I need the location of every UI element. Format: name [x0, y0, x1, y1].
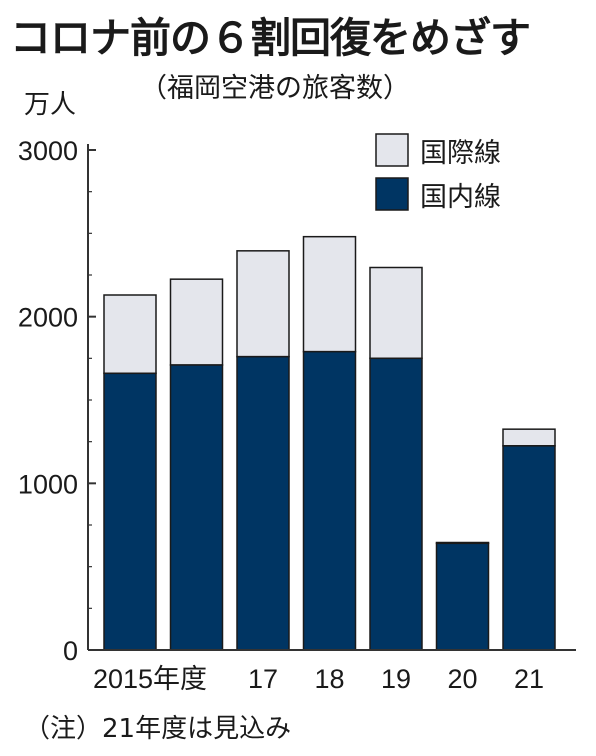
bar-domestic-1 [169, 364, 224, 651]
bar-international-1 [169, 278, 224, 366]
bar-domestic-4 [369, 357, 423, 651]
y-tick-label-0: 0 [63, 636, 78, 666]
x-tick-label-6: 21 [514, 664, 544, 694]
x-tick-label-5: 20 [447, 664, 477, 694]
x-tick-label-2: 17 [248, 664, 278, 694]
y-axis-unit: 万人 [24, 90, 77, 120]
chart-title: コロナ前の６割回復をめざす [10, 14, 531, 62]
legend-swatch-0 [375, 133, 409, 167]
bar-international-4 [369, 266, 423, 360]
bar-domestic-3 [302, 350, 357, 651]
bar-domestic-6 [502, 445, 556, 651]
legend-label-1: 国内線 [420, 182, 501, 213]
bar-international-3 [302, 235, 357, 353]
bar-domestic-0 [103, 372, 157, 651]
y-tick-label-2: 2000 [18, 303, 78, 333]
legend-label-0: 国際線 [420, 138, 501, 169]
x-tick-label-3: 18 [314, 664, 344, 694]
footnote: （注）21年度は見込み [24, 714, 292, 744]
x-tick-label-4: 19 [381, 664, 411, 694]
y-tick-label-3: 3000 [18, 136, 78, 166]
legend-swatch-1 [375, 177, 409, 211]
bar-international-0 [103, 294, 157, 375]
bar-domestic-2 [236, 355, 290, 651]
x-tick-label-0: 2015年度 [93, 664, 207, 694]
axes-group: 2015年度 17 18 19 20 21 0 1000 2000 3000 [18, 136, 576, 694]
bars-group [103, 235, 556, 651]
bar-international-6 [502, 428, 556, 447]
chart-subtitle: （福岡空港の旅客数） [140, 73, 410, 104]
y-tick-label-1: 1000 [18, 469, 78, 499]
bar-domestic-5 [435, 542, 490, 651]
bar-international-2 [236, 250, 290, 358]
